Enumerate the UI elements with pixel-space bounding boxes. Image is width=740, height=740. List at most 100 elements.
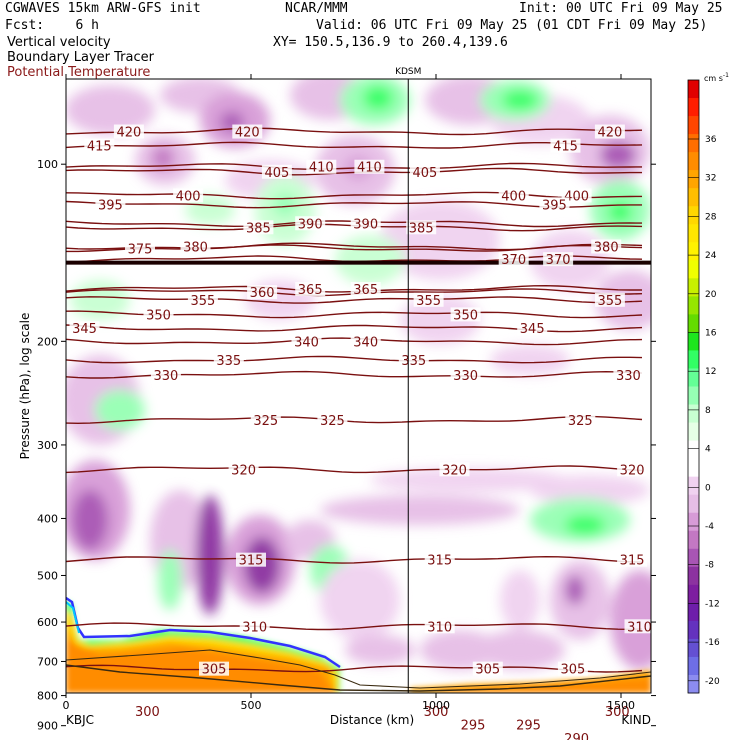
theta-line (66, 167, 642, 176)
theta-label-bg (199, 661, 229, 676)
theta-label: 295 (461, 718, 486, 733)
colorbar-swatch (688, 494, 699, 514)
theta-label-bg (125, 241, 155, 256)
theta-label: 335 (401, 354, 426, 369)
theta-label-bg (350, 282, 381, 297)
theta-label-bg (450, 307, 481, 322)
theta-label-bg (187, 292, 218, 307)
colorbar-swatch (688, 584, 699, 604)
theta-label-bg (602, 704, 633, 719)
theta-label: 365 (353, 283, 378, 298)
theta-label: 370 (546, 253, 571, 268)
theta-label: 380 (594, 241, 619, 256)
colorbar-swatch (688, 98, 699, 117)
colorbar-swatch (688, 260, 699, 279)
theta-label: 305 (475, 663, 500, 678)
colorbar-label: -12 (705, 599, 720, 609)
vertical-velocity-shading (66, 79, 651, 693)
theta-label-bg (243, 220, 274, 235)
theta-label-bg (539, 197, 570, 212)
colorbar-label: -8 (705, 561, 714, 571)
theta-label-bg (236, 552, 266, 567)
theta-label: 350 (453, 308, 478, 323)
theta-label-bg (173, 188, 204, 203)
theta-line (66, 622, 643, 631)
theta-label: 310 (427, 620, 452, 635)
y-tick-label: 600 (37, 616, 58, 629)
colorbar-swatch (688, 422, 699, 442)
colorbar-swatch (688, 314, 699, 333)
colorbar-label: 8 (705, 406, 711, 416)
theta-line (66, 664, 643, 673)
x-tick-label: 0 (63, 699, 70, 712)
theta-label: 350 (146, 308, 171, 323)
y-axis-label: Pressure (hPa), log scale (18, 313, 32, 460)
theta-label: 345 (72, 322, 97, 337)
colorbar-label: 12 (705, 367, 716, 377)
colorbar-swatch (688, 116, 699, 135)
colorbar-swatch (688, 332, 699, 351)
theta-label-bg (617, 552, 648, 567)
theta-label-bg (213, 352, 244, 367)
theta-label-bg (450, 367, 481, 382)
colorbar-label: -16 (705, 638, 720, 648)
colorbar-swatch (688, 188, 699, 207)
theta-label-bg (624, 619, 655, 634)
theta-label: 405 (264, 166, 289, 181)
y-tick-label: 400 (37, 512, 58, 525)
x-axis-label: Distance (km) (330, 713, 414, 727)
theta-label: 380 (183, 241, 208, 256)
y-tick-label: 500 (37, 569, 58, 582)
plot-frame (65, 78, 652, 694)
colorbar-swatch (688, 656, 699, 676)
init-time: Init: 00 UTC Fri 09 May 25 (519, 1, 723, 16)
colorbar-swatch (688, 404, 699, 424)
colorbar-swatch (688, 530, 699, 550)
colorbar-swatch (688, 458, 699, 478)
theta-label-bg (550, 138, 581, 153)
y-tick-label: 900 (37, 720, 58, 733)
theta-line (66, 244, 643, 253)
theta-label-bg (150, 367, 181, 382)
theta-line (66, 162, 643, 170)
field-potential-temperature: Potential Temperature (7, 65, 151, 80)
theta-label-bg (498, 188, 529, 203)
theta-label: 300 (424, 705, 449, 720)
colorbar-swatch (688, 602, 699, 622)
theta-label-bg (295, 282, 326, 297)
theta-label-bg (561, 731, 592, 740)
theta-label-bg (354, 159, 385, 174)
theta-label-bg (413, 292, 444, 307)
y-tick-label: 100 (37, 158, 58, 171)
colorbar: 36 32 28 24 20 16 12 8 4 0 -4 -8 -12 -16 -20 (687, 79, 720, 694)
station-left-label: KBJC (66, 713, 94, 727)
colorbar-label: 4 (705, 445, 711, 455)
theta-label-bg (591, 239, 622, 254)
theta-label: 315 (239, 554, 264, 569)
colorbar-label: -20 (705, 677, 720, 687)
colorbar-label: 28 (705, 212, 717, 222)
theta-label: 335 (216, 354, 241, 369)
theta-label: 405 (412, 166, 437, 181)
theta-label: 295 (516, 718, 541, 733)
colorbar-swatch (688, 80, 699, 99)
y-tick-label: 700 (37, 655, 58, 668)
theta-label-bg (517, 321, 548, 336)
theta-label: 300 (605, 705, 630, 720)
theta-label: 395 (542, 198, 567, 213)
theta-line (66, 735, 642, 740)
station-marker-label: KDSM (395, 67, 421, 77)
field-boundary-layer-tracer: Boundary Layer Tracer (7, 50, 154, 65)
theta-label-bg (350, 216, 381, 231)
theta-label: 410 (357, 161, 382, 176)
theta-label: 330 (453, 369, 478, 384)
colorbar-swatch (688, 134, 699, 153)
theta-label: 320 (231, 463, 256, 478)
theta-label: 395 (98, 198, 123, 213)
colorbar-swatch (688, 512, 699, 532)
colorbar-label: 20 (705, 290, 717, 300)
x-tick-label: 1000 (422, 699, 450, 712)
theta-line (66, 191, 643, 200)
